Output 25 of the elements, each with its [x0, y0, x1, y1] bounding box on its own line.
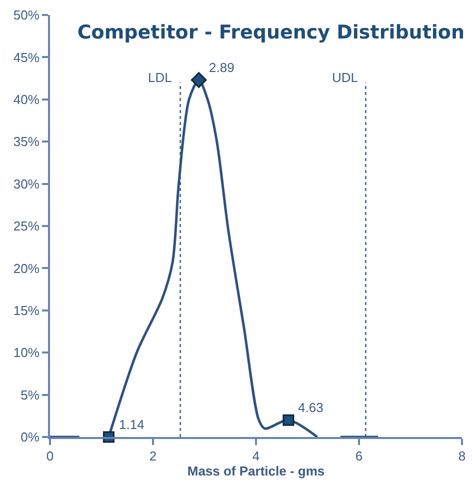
y-tick-label: 0%	[20, 430, 40, 445]
y-tick-label: 20%	[13, 260, 40, 276]
x-tick-label: 2	[149, 448, 157, 464]
x-axis-title: Mass of Particle - gms	[187, 464, 325, 479]
x-tick-label: 0	[46, 448, 54, 464]
annotation: 4.63	[298, 400, 324, 415]
y-tick-label: 35%	[13, 134, 40, 150]
ref-line-label: LDL	[148, 70, 172, 85]
y-tick-label: 15%	[13, 302, 40, 318]
chart-title: Competitor - Frequency Distribution	[77, 21, 465, 44]
annotation: 2.89	[209, 60, 234, 75]
annotation: 1.14	[119, 417, 144, 432]
x-tick-label: 6	[355, 448, 363, 464]
y-tick-label: 30%	[13, 176, 40, 192]
x-tick-label: 4	[252, 448, 260, 464]
point	[190, 72, 207, 88]
y-tick-label: 10%	[13, 345, 40, 360]
point	[282, 414, 294, 426]
x-tick-label: 8	[458, 448, 466, 464]
y-tick-label: 45%	[13, 50, 40, 65]
ref-line-label: UDL	[332, 70, 358, 85]
y-tick-label: 50%	[13, 8, 40, 23]
y-tick-label: 25%	[13, 218, 40, 234]
y-tick-label: 5%	[20, 387, 40, 402]
y-tick-label: 40%	[13, 92, 40, 107]
